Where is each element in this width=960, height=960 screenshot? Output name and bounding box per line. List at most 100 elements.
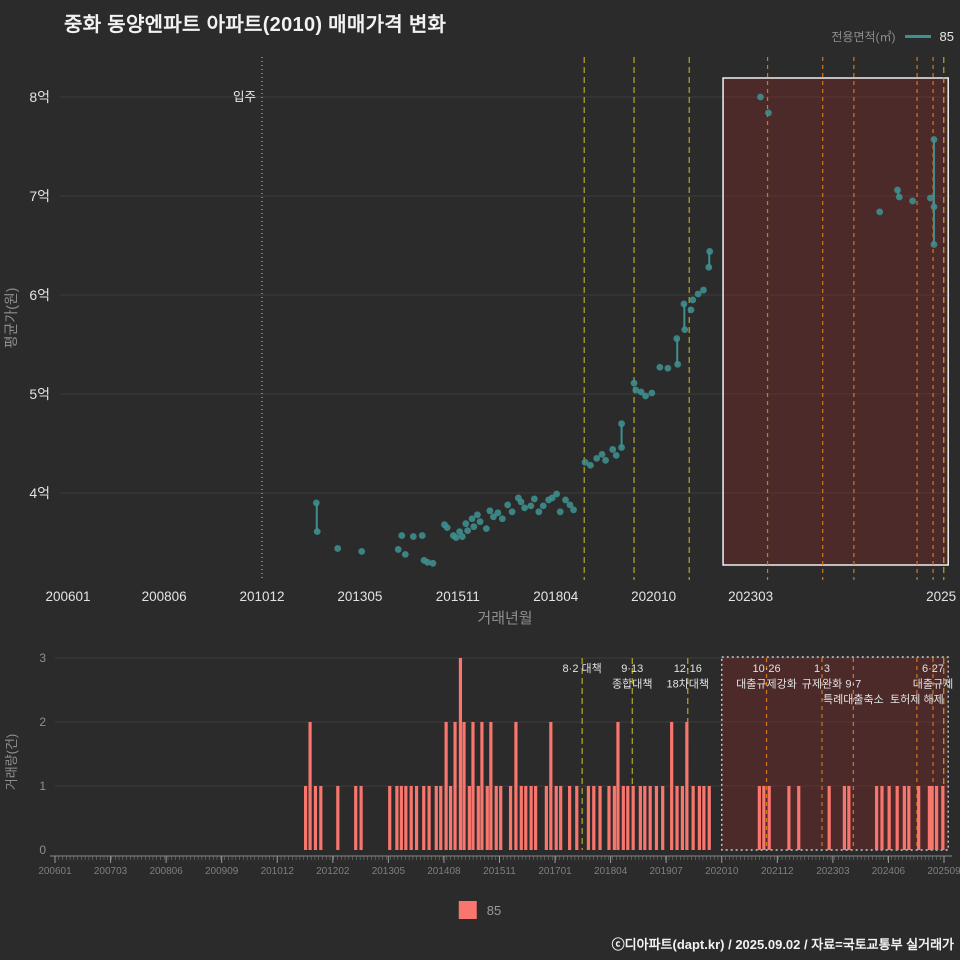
legend-square-swatch [458, 901, 477, 919]
policy-annotation: 대출규제강화 [736, 678, 797, 691]
price-point [876, 208, 884, 216]
price-point [313, 528, 321, 536]
price-y-tick-label: 8억 [29, 89, 50, 105]
volume-bar [654, 786, 659, 850]
volume-bar [514, 722, 518, 850]
legend-line-swatch [904, 35, 931, 38]
price-point [930, 241, 938, 248]
price-point [498, 515, 506, 523]
volume-bar [586, 786, 591, 850]
price-x-tick-label: 202010 [631, 589, 676, 604]
price-point [700, 286, 707, 294]
volume-bar [476, 786, 480, 850]
price-point [517, 498, 525, 506]
price-point [765, 109, 772, 117]
move-in-label: 입주 [233, 90, 256, 104]
price-x-tick-label: 201804 [533, 589, 579, 604]
volume-bar [471, 722, 475, 850]
price-point [494, 509, 502, 517]
volume-bar [534, 786, 538, 850]
volume-bar [336, 786, 340, 850]
volume-bar [354, 786, 358, 850]
volume-bar [661, 786, 665, 850]
volume-bar [499, 786, 503, 850]
volume-y-tick-label: 2 [39, 715, 46, 729]
volume-bar [494, 786, 498, 850]
policy-annotation: 6·27 [922, 663, 944, 675]
volume-bar [462, 722, 466, 850]
policy-annotation: 토허제 해제 [890, 692, 944, 706]
volume-bar [434, 786, 438, 850]
volume-bar [670, 722, 674, 850]
volume-bar [313, 786, 318, 850]
volume-x-tick-label: 202509 [927, 866, 960, 877]
price-point [476, 518, 484, 526]
volume-bar [697, 786, 701, 850]
policy-annotation: 18차대책 [666, 678, 709, 691]
price-x-tick-label: 201511 [436, 589, 480, 604]
volume-bar [626, 786, 630, 850]
volume-bar [648, 786, 652, 850]
price-point [602, 456, 609, 464]
policy-annotation: 10·26 [752, 663, 780, 675]
volume-bar [941, 786, 945, 850]
price-point [312, 499, 320, 507]
volume-bar [895, 786, 899, 850]
volume-legend: 85 [458, 901, 501, 919]
volume-y-tick-label: 0 [39, 843, 46, 857]
volume-bar [707, 786, 711, 850]
volume-bar [607, 786, 611, 850]
volume-bar [388, 786, 392, 850]
volume-y-axis-title: 거래량(건) [4, 734, 19, 791]
price-point [681, 326, 689, 334]
price-point [895, 193, 903, 201]
volume-bar [616, 722, 620, 850]
volume-bar [549, 722, 553, 850]
price-x-tick-label: 200806 [142, 589, 187, 604]
price-point [539, 502, 547, 510]
price-point [687, 306, 695, 314]
series-legend: 전용면적(㎡) 85 [831, 28, 954, 45]
volume-bar [439, 786, 443, 850]
volume-bar [554, 786, 558, 850]
volume-bar [568, 786, 572, 850]
price-point [490, 513, 497, 521]
volume-bar [685, 722, 689, 850]
volume-bar [927, 786, 932, 850]
price-point [581, 458, 589, 466]
volume-x-tick-label: 201012 [261, 866, 295, 877]
price-x-tick-label: 201012 [239, 589, 284, 604]
policy-annotation: 규제완화 [802, 678, 842, 691]
volume-bar [422, 786, 426, 850]
volume-bar [592, 786, 596, 850]
volume-bar [847, 786, 851, 850]
price-point [409, 533, 417, 540]
price-point [570, 506, 577, 514]
volume-x-tick-label: 202112 [761, 866, 794, 877]
volume-bar [675, 786, 679, 850]
volume-x-tick-label: 200703 [94, 866, 128, 877]
highlight-region-box [722, 77, 949, 566]
volume-bar [544, 786, 548, 850]
price-point [508, 508, 516, 516]
price-point [486, 507, 494, 515]
policy-annotation: 대출규제 [913, 678, 953, 691]
legend-area-label: 전용면적(㎡) [831, 30, 896, 44]
price-y-tick-label: 7억 [29, 188, 50, 204]
volume-bar [702, 786, 706, 850]
volume-bar [409, 786, 413, 850]
price-point [418, 532, 426, 539]
price-point [443, 524, 451, 532]
price-point [609, 446, 617, 453]
price-point [424, 558, 431, 566]
volume-bar [304, 786, 308, 850]
volume-bar [559, 786, 563, 850]
price-point [358, 548, 366, 555]
price-point [637, 388, 645, 396]
volume-bar [485, 786, 489, 850]
price-point [618, 420, 625, 428]
policy-annotation: 12·16 [674, 663, 702, 675]
price-point [394, 546, 402, 553]
volume-x-tick-label: 200909 [205, 866, 239, 877]
price-point [689, 296, 697, 304]
